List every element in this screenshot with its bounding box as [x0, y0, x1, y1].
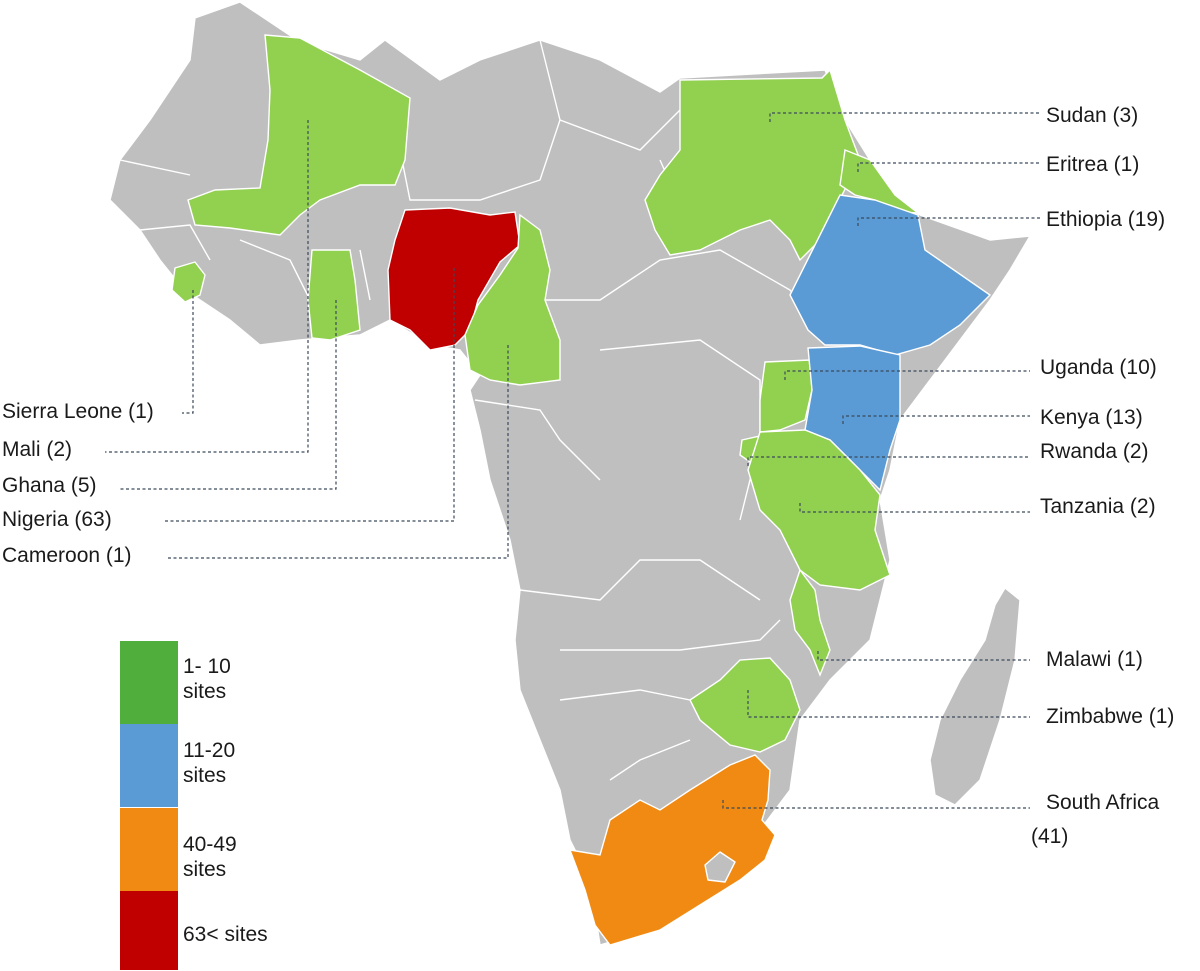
legend-label-11-20-line1: 11-20 — [183, 739, 236, 762]
legend-label-40-49: 40-49 sites — [183, 832, 293, 882]
south-africa-shape — [568, 754, 776, 946]
label-malawi: Malawi (1) — [1046, 648, 1143, 671]
label-south-africa-line2: (41) — [1031, 825, 1069, 848]
leader-ethiopia — [857, 217, 1040, 226]
label-kenya: Kenya (13) — [1040, 406, 1143, 429]
label-south-africa-line1: South Africa — [1046, 791, 1160, 814]
label-ethiopia: Ethiopia (19) — [1046, 208, 1166, 231]
legend-label-11-20: 11-20 sites — [183, 738, 293, 788]
legend-label-1-10-line2: sites — [183, 680, 227, 704]
mali-shape — [187, 34, 411, 236]
lesotho-shape — [704, 851, 736, 883]
leader-zimbabwe — [747, 690, 1030, 718]
label-cameroon: Cameroon (1) — [2, 544, 132, 567]
leader-kenya — [842, 415, 1030, 424]
label-nigeria: Nigeria (63) — [2, 508, 112, 531]
label-uganda: Uganda (10) — [1040, 356, 1157, 379]
cameroon-shape — [464, 213, 561, 386]
leader-nigeria — [163, 268, 455, 522]
legend-label-40-49-line2: sites — [183, 858, 227, 882]
label-mali: Mali (2) — [2, 438, 73, 461]
legend-label-40-49-line1: 40-49 — [183, 833, 237, 856]
madagascar-shape — [929, 587, 1021, 806]
malawi-shape — [789, 568, 831, 677]
label-sudan: Sudan (3) — [1046, 104, 1139, 127]
kenya-shape — [804, 345, 901, 492]
label-eritrea: Eritrea (1) — [1046, 153, 1140, 176]
label-zimbabwe: Zimbabwe (1) — [1046, 705, 1175, 728]
leader-mali — [105, 120, 309, 453]
tanzania-shape — [747, 429, 891, 591]
legend-swatch-40-49 — [120, 808, 178, 891]
label-ghana: Ghana (5) — [2, 474, 97, 497]
leader-uganda — [784, 370, 1030, 380]
leader-tanzania — [799, 503, 1030, 513]
leader-rwanda — [747, 456, 1030, 466]
legend-label-63-plus-line1: 63< sites — [183, 923, 268, 946]
leader-ghana — [118, 300, 337, 490]
sudan-shape — [644, 68, 861, 262]
leader-eritrea — [857, 162, 1040, 172]
leader-malawi — [817, 651, 1030, 661]
legend-label-63-plus: 63< sites — [183, 922, 293, 947]
leader-lines — [105, 112, 1040, 809]
legend-swatch-1-10 — [120, 641, 178, 724]
label-rwanda: Rwanda (2) — [1040, 440, 1149, 463]
legend-label-1-10-line1: 1- 10 — [183, 655, 231, 678]
legend-swatch-11-20 — [120, 724, 178, 807]
continent-land — [109, 1, 1031, 946]
leader-south-africa — [722, 800, 1030, 809]
leader-sierra-leone — [182, 290, 194, 414]
label-sierra-leone: Sierra Leone (1) — [2, 400, 154, 423]
legend-label-11-20-line2: sites — [183, 764, 227, 788]
sierra-leone-shape — [171, 261, 206, 303]
leader-sudan — [769, 112, 1040, 122]
legend-label-1-10: 1- 10 sites — [183, 654, 293, 704]
zimbabwe-shape — [689, 657, 801, 753]
legend-swatch-63-plus — [120, 891, 178, 970]
label-tanzania: Tanzania (2) — [1040, 495, 1156, 518]
ghana-shape — [307, 249, 361, 341]
